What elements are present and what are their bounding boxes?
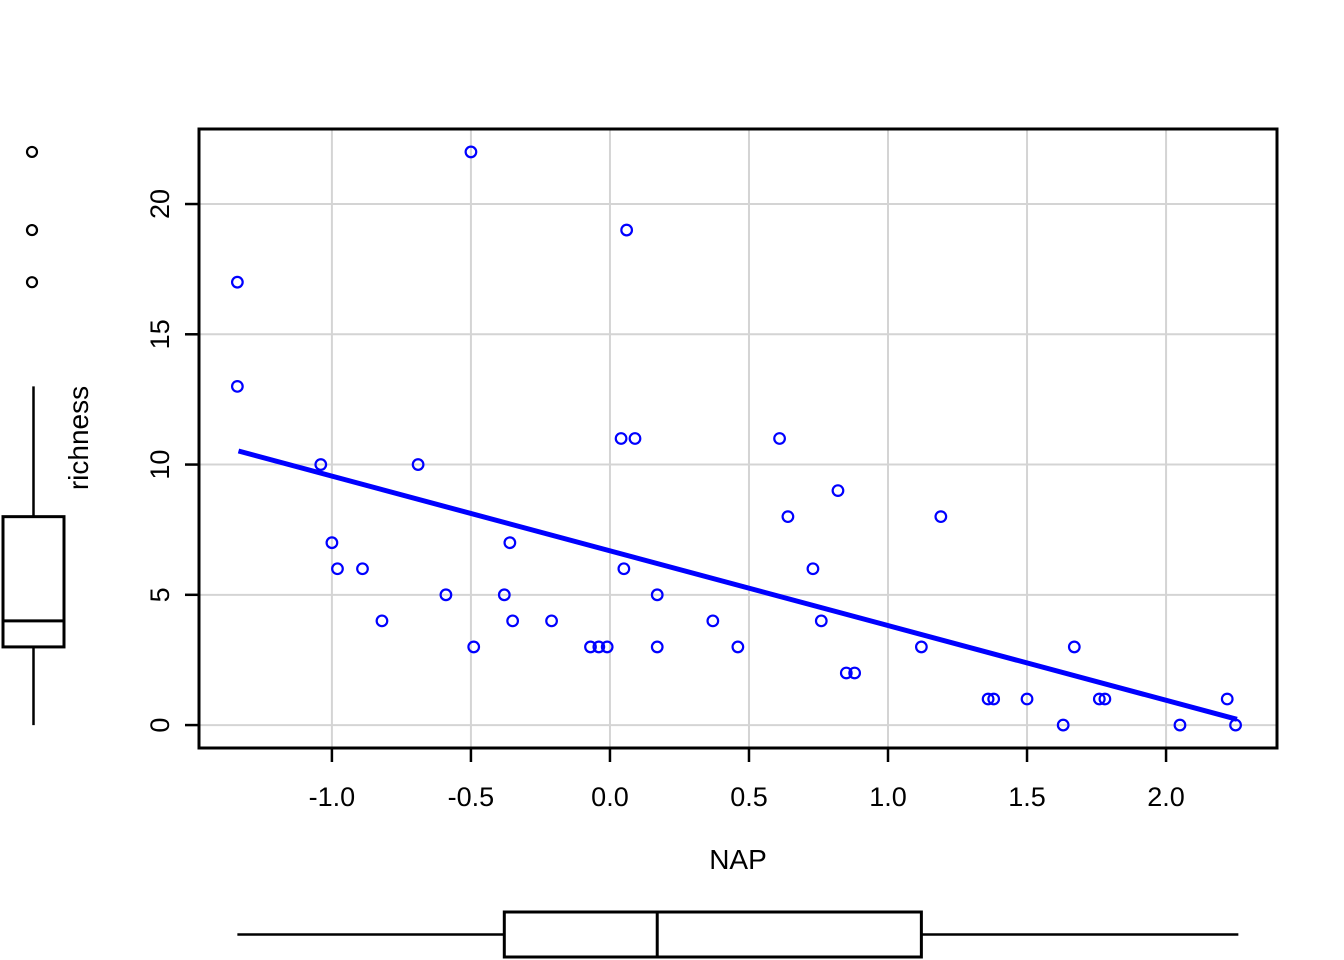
data-point	[914, 640, 928, 654]
y-tick-label: 20	[145, 189, 175, 219]
y-boxplot-outlier	[25, 145, 39, 159]
data-point	[1092, 692, 1106, 706]
data-point	[1173, 718, 1187, 732]
data-point	[356, 562, 369, 576]
y-tick-label: 10	[145, 450, 175, 480]
data-point	[411, 458, 425, 471]
data-point	[650, 640, 664, 654]
data-point	[314, 458, 328, 471]
data-point	[773, 432, 786, 445]
x-tick-label: 0.0	[591, 782, 629, 812]
data-point	[831, 484, 845, 498]
data-point	[620, 223, 634, 237]
regression-line	[237, 448, 1238, 722]
data-point	[230, 379, 244, 393]
y-boxplot-outlier	[25, 223, 39, 237]
data-point	[1098, 692, 1112, 706]
data-point	[987, 692, 1001, 706]
data-point	[545, 614, 558, 628]
data-point	[503, 536, 517, 550]
y-tick-label: 0	[145, 718, 175, 733]
data-point	[781, 510, 795, 524]
data-point	[1020, 692, 1034, 706]
data-point	[617, 562, 631, 576]
y-tick-label: 15	[145, 319, 175, 349]
data-point	[848, 666, 862, 680]
data-point	[628, 432, 642, 445]
axes-layer: -1.0 -0.5 0.0 0.5 1.0 1.5 2.0 0 5 10 15 20	[145, 127, 1279, 812]
data-layer	[230, 145, 1242, 732]
data-point	[1220, 692, 1234, 706]
data-point	[325, 536, 339, 550]
x-tick-label: 1.5	[1008, 782, 1046, 812]
data-point	[230, 275, 244, 289]
data-point	[839, 666, 853, 680]
y-axis-title: richness	[63, 386, 94, 490]
marginal-boxplots-layer	[1, 145, 1239, 959]
data-point	[981, 692, 995, 706]
y-boxplot-box	[1, 515, 66, 649]
data-point	[600, 640, 614, 654]
data-point	[331, 562, 344, 576]
x-boxplot-box	[502, 910, 923, 959]
x-tick-label: -0.5	[448, 782, 495, 812]
y-tick-label: 5	[145, 587, 175, 602]
data-point	[464, 145, 478, 159]
data-point	[467, 640, 481, 654]
data-point	[439, 588, 453, 602]
x-tick-label: 1.0	[869, 782, 907, 812]
data-point	[731, 640, 745, 654]
data-point	[1067, 640, 1081, 654]
data-point	[806, 562, 820, 576]
data-point	[934, 510, 948, 524]
data-point	[614, 432, 628, 445]
data-point	[497, 588, 511, 602]
data-point	[814, 614, 828, 628]
x-axis-title: NAP	[709, 844, 767, 875]
plot-border	[197, 127, 1279, 750]
data-point	[1056, 718, 1070, 732]
x-tick-label: 0.5	[730, 782, 768, 812]
data-point	[592, 640, 606, 654]
data-point	[506, 614, 520, 628]
x-tick-label: 2.0	[1147, 782, 1185, 812]
data-point	[706, 614, 720, 628]
x-tick-label: -1.0	[309, 782, 356, 812]
grid-layer	[199, 129, 1277, 748]
data-point	[650, 588, 664, 602]
data-point	[584, 640, 597, 654]
y-boxplot-outlier	[25, 276, 39, 289]
data-point	[375, 614, 389, 628]
